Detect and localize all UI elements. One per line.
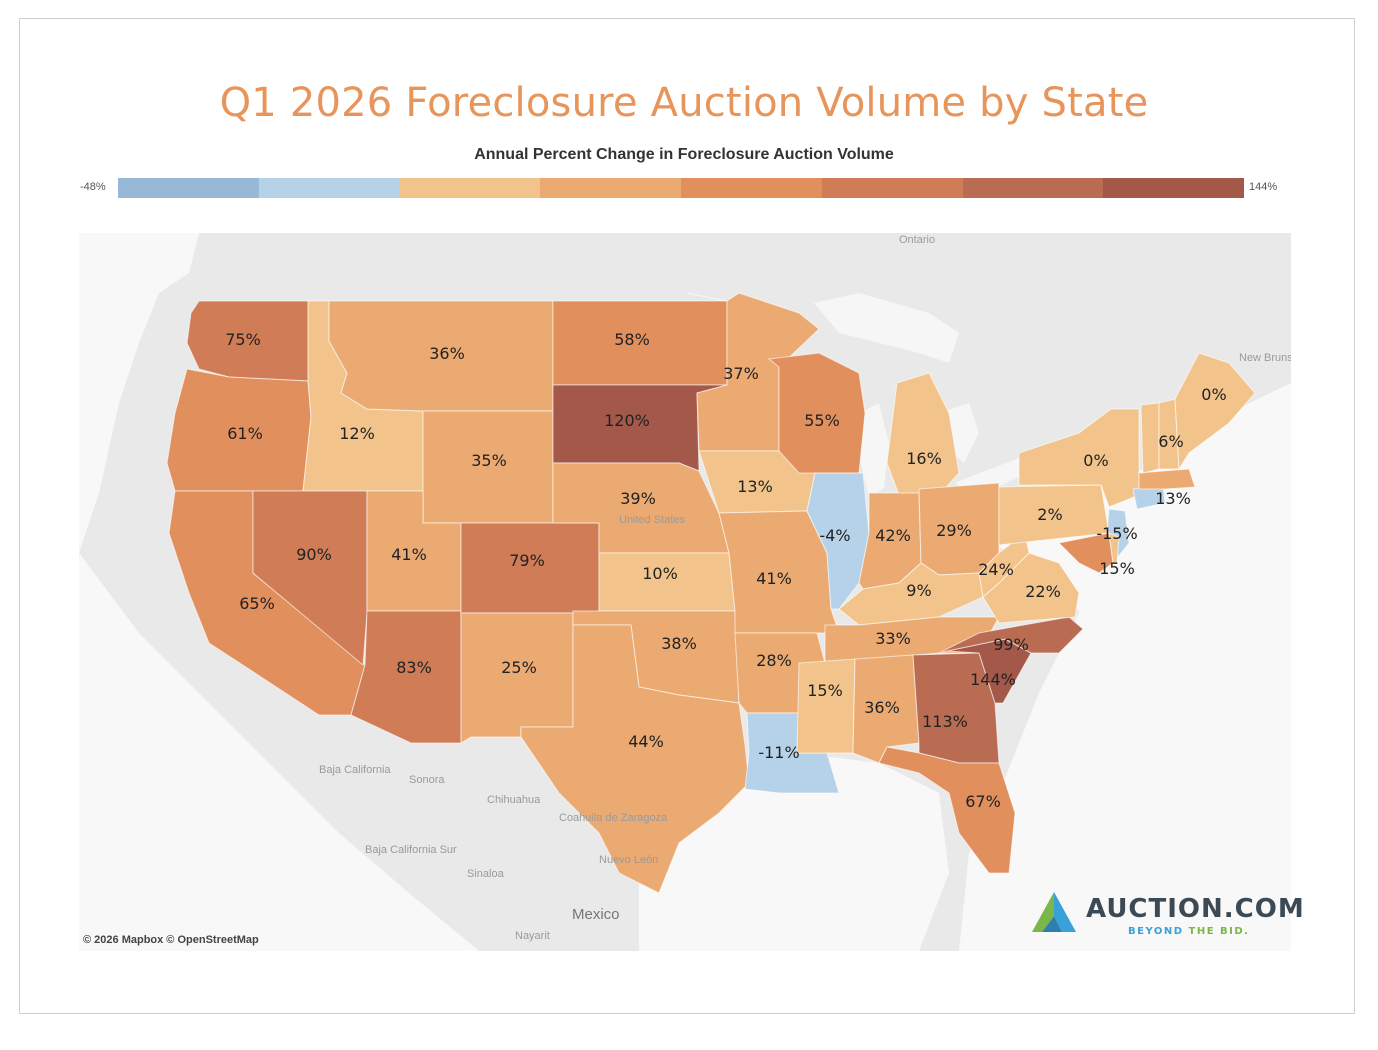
state-label-va: 22% — [1025, 582, 1061, 601]
state-label-wi: 55% — [804, 411, 840, 430]
geo-label-nayarit: Nayarit — [515, 930, 550, 942]
state-label-la: -11% — [758, 743, 799, 762]
state-label-wv: 24% — [978, 560, 1014, 579]
state-label-me: 0% — [1201, 385, 1226, 404]
state-label-pa: 2% — [1037, 505, 1062, 524]
state-label-ny: 0% — [1083, 451, 1108, 470]
legend-segment-3 — [399, 178, 541, 198]
logo-wordmark: AUCTION.COM — [1086, 894, 1305, 924]
state-label-in: 42% — [875, 526, 911, 545]
state-label-il: -4% — [819, 526, 850, 545]
state-label-nj: -15% — [1096, 524, 1137, 543]
state-vt[interactable] — [1140, 402, 1160, 474]
state-label-az: 83% — [396, 658, 432, 677]
state-label-mn: 37% — [723, 364, 759, 383]
state-value-labels: 75% 61% 65% 12% 90% 36% 35% 41% 83% 79% 25% 58% 120%… — [225, 330, 1226, 811]
state-label-vt: 6% — [1158, 432, 1183, 451]
geo-label-new-brunswick: New Brunswick — [1239, 352, 1291, 364]
state-label-id: 12% — [339, 424, 375, 443]
state-nm[interactable] — [460, 612, 574, 744]
state-label-mt: 36% — [429, 344, 465, 363]
state-label-tn: 33% — [875, 629, 911, 648]
state-label-sc: 144% — [970, 670, 1016, 689]
state-ma[interactable] — [1138, 468, 1196, 490]
state-label-ca: 65% — [239, 594, 275, 613]
legend-segment-6 — [821, 178, 963, 198]
state-label-ar: 28% — [756, 651, 792, 670]
logo-tagline-part2: THE BID. — [1188, 926, 1250, 937]
state-label-ia: 13% — [737, 477, 773, 496]
state-label-ga: 113% — [922, 712, 968, 731]
state-nc[interactable] — [938, 616, 1084, 654]
logo-tagline-part1: BEYOND — [1128, 926, 1184, 937]
state-regions — [166, 292, 1256, 894]
state-label-ut: 41% — [391, 545, 427, 564]
state-label-or: 61% — [227, 424, 263, 443]
lake-superior — [814, 293, 959, 363]
state-label-wa: 75% — [225, 330, 261, 349]
pacific-ocean-north — [79, 233, 199, 553]
state-label-tx: 44% — [628, 732, 664, 751]
color-legend-bar — [118, 178, 1244, 198]
state-label-ky: 9% — [906, 581, 931, 600]
geo-label-ontario: Ontario — [899, 234, 935, 246]
geo-label-sinaloa: Sinaloa — [467, 868, 505, 880]
state-label-oh: 29% — [936, 521, 972, 540]
map-credit: © 2026 Mapbox © OpenStreetMap — [83, 934, 259, 946]
state-label-ok: 38% — [661, 634, 697, 653]
geo-label-baja-california: Baja California — [319, 764, 391, 776]
auction-logo-icon — [1032, 892, 1076, 932]
legend-segment-7 — [962, 178, 1104, 198]
pacific-ocean-south — [79, 553, 479, 951]
state-label-nm: 25% — [501, 658, 537, 677]
legend-segment-1 — [118, 178, 259, 198]
geo-label-mexico: Mexico — [572, 906, 620, 923]
logo-tagline: BEYOND THE BID. — [1128, 926, 1249, 937]
legend-segment-4 — [540, 178, 681, 198]
state-wv[interactable] — [978, 532, 1030, 598]
state-label-co: 79% — [509, 551, 545, 570]
geo-label-chihuahua: Chihuahua — [487, 794, 541, 806]
state-ms[interactable] — [796, 658, 856, 754]
state-mi[interactable] — [886, 372, 960, 496]
state-tx[interactable] — [520, 624, 750, 894]
state-label-ks: 10% — [642, 564, 678, 583]
state-label-md: 15% — [1099, 559, 1135, 578]
state-label-nv: 90% — [296, 545, 332, 564]
geo-label-nuevo-leon: Nuevo León — [599, 854, 658, 866]
legend-segment-5 — [681, 178, 822, 198]
geo-label-united-states: United States — [619, 514, 686, 526]
state-label-ct: 13% — [1155, 489, 1191, 508]
state-label-wy: 35% — [471, 451, 507, 470]
state-label-mo: 41% — [756, 569, 792, 588]
state-label-ne: 39% — [620, 489, 656, 508]
legend-min-label: -48% — [80, 181, 106, 193]
state-label-nd: 58% — [614, 330, 650, 349]
state-label-al: 36% — [864, 698, 900, 717]
legend-segment-2 — [258, 178, 400, 198]
state-md[interactable] — [1057, 532, 1114, 574]
state-me[interactable] — [1174, 352, 1256, 471]
state-de[interactable] — [1108, 532, 1120, 564]
geo-label-baja-california-sur: Baja California Sur — [365, 844, 457, 856]
state-nv[interactable] — [252, 490, 368, 667]
auction-com-logo: AUCTION.COM BEYOND THE BID. — [1032, 888, 1304, 944]
legend-title: Annual Percent Change in Foreclosure Auc… — [474, 146, 894, 163]
map-title: Q1 2026 Foreclosure Auction Volume by St… — [219, 80, 1149, 126]
geo-label-sonora: Sonora — [409, 774, 445, 786]
state-fl[interactable] — [878, 746, 1016, 874]
legend-segment-8 — [1103, 178, 1244, 198]
us-choropleth-map[interactable]: 75% 61% 65% 12% 90% 36% 35% 41% 83% 79% 25% 58% 120%… — [79, 233, 1291, 951]
geo-label-coahuila: Coahuila de Zaragoza — [559, 812, 668, 824]
state-az[interactable] — [350, 610, 462, 744]
state-label-nc: 99% — [993, 635, 1029, 654]
state-label-mi: 16% — [906, 449, 942, 468]
state-label-ms: 15% — [807, 681, 843, 700]
state-label-fl: 67% — [965, 792, 1001, 811]
lake-michigan — [859, 403, 889, 498]
legend-max-label: 144% — [1249, 181, 1278, 193]
state-label-sd: 120% — [604, 411, 650, 430]
